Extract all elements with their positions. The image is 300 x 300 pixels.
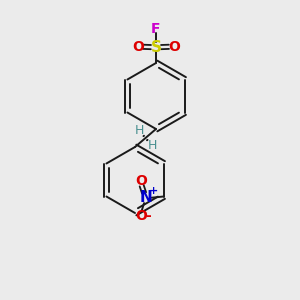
Text: +: + <box>149 185 158 196</box>
Text: O: O <box>168 40 180 54</box>
Text: O: O <box>136 209 148 223</box>
Text: H: H <box>134 124 144 137</box>
Text: H: H <box>147 139 157 152</box>
Text: O: O <box>136 174 148 188</box>
Text: S: S <box>151 40 161 55</box>
Text: -: - <box>146 209 152 223</box>
Text: F: F <box>151 22 161 36</box>
Text: O: O <box>132 40 144 54</box>
Text: N: N <box>140 190 153 206</box>
